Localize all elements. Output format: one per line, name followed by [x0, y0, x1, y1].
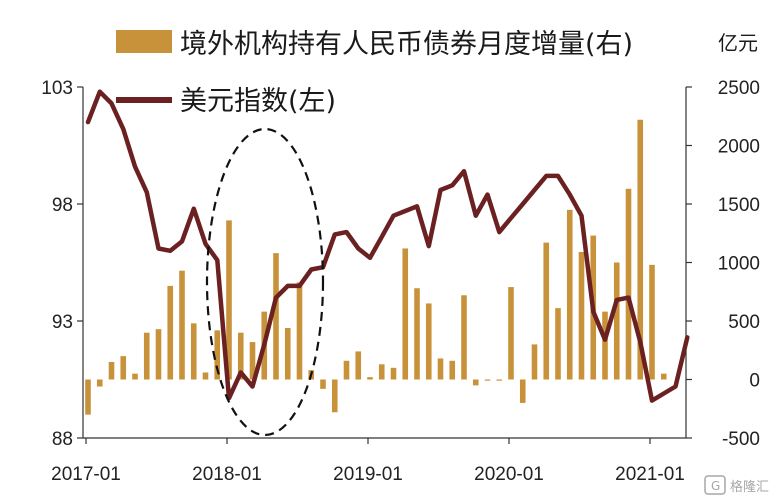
left-tick-label: 88	[52, 429, 73, 450]
bar	[543, 242, 550, 380]
highlight-ellipse	[205, 127, 325, 437]
bar	[120, 356, 127, 380]
right-tick-label: 0	[749, 371, 760, 392]
bar	[660, 373, 667, 380]
right-tick-label: 500	[728, 312, 760, 333]
bar	[531, 344, 538, 380]
bar	[167, 285, 174, 380]
left-axis-ticks: 88 93 98 103	[41, 78, 83, 450]
bar	[437, 358, 444, 380]
right-axis-ticks: -500 0 500 1000 1500 2000 2500	[686, 78, 760, 450]
bar	[320, 379, 326, 389]
bar	[496, 379, 503, 381]
bar	[566, 209, 573, 380]
legend-bar-label: 境外机构持有人民币债券月度增量(右)	[180, 29, 633, 60]
bar	[296, 282, 303, 380]
left-tick-label: 103	[41, 78, 73, 99]
bar	[143, 332, 150, 380]
x-tick-label: 2021-01	[615, 464, 685, 485]
bar	[649, 264, 655, 380]
right-tick-label: -500	[722, 429, 760, 450]
x-tick-label: 2019-01	[333, 464, 403, 485]
bar	[190, 323, 197, 380]
bar	[449, 360, 456, 380]
bar	[343, 360, 350, 380]
bar	[331, 379, 338, 413]
x-tick-label: 2018-01	[192, 464, 262, 485]
right-tick-label: 1000	[718, 254, 760, 275]
bar	[367, 377, 373, 380]
x-axis-ticks: 2017-01 2018-01 2019-01 2020-01 2021-01	[51, 438, 685, 485]
bar	[202, 372, 209, 380]
bar	[613, 262, 620, 380]
bar	[508, 287, 514, 380]
watermark-text: 格隆汇	[730, 479, 769, 495]
bar	[249, 342, 256, 380]
x-tick-label: 2017-01	[51, 464, 121, 485]
bar	[519, 379, 526, 403]
legend-line-label: 美元指数(左)	[180, 86, 336, 117]
left-tick-label: 93	[52, 312, 73, 333]
bar	[108, 361, 115, 380]
bar	[390, 367, 397, 380]
bar	[85, 379, 91, 415]
bar	[237, 332, 244, 380]
bar	[378, 364, 385, 380]
right-axis-unit: 亿元	[718, 31, 758, 55]
bar	[602, 311, 608, 380]
bar	[179, 270, 185, 380]
bar	[226, 220, 232, 380]
right-tick-label: 1500	[718, 195, 760, 216]
bar-series	[85, 119, 667, 415]
bar	[472, 379, 479, 386]
bar	[355, 351, 362, 380]
bar	[555, 308, 561, 380]
usd-index-line	[85, 89, 690, 403]
watermark-logo: G 格隆汇	[704, 475, 769, 495]
bar	[155, 329, 162, 380]
bar	[578, 251, 585, 380]
legend-bar-swatch	[116, 30, 172, 53]
bar	[484, 379, 491, 381]
line-series	[85, 89, 690, 403]
bar	[625, 188, 632, 380]
bar	[132, 373, 138, 380]
svg-text:G: G	[711, 479, 720, 493]
left-tick-label: 98	[52, 195, 73, 216]
bar	[414, 288, 420, 380]
bar	[461, 295, 467, 380]
right-tick-label: 2500	[718, 78, 760, 99]
bar	[425, 303, 432, 380]
right-tick-label: 2000	[718, 137, 760, 158]
bar	[284, 328, 291, 380]
bar	[214, 330, 221, 380]
bar	[637, 119, 644, 380]
bar	[402, 248, 409, 380]
x-tick-label: 2020-01	[474, 464, 544, 485]
bar	[273, 253, 279, 380]
bar	[96, 379, 103, 387]
